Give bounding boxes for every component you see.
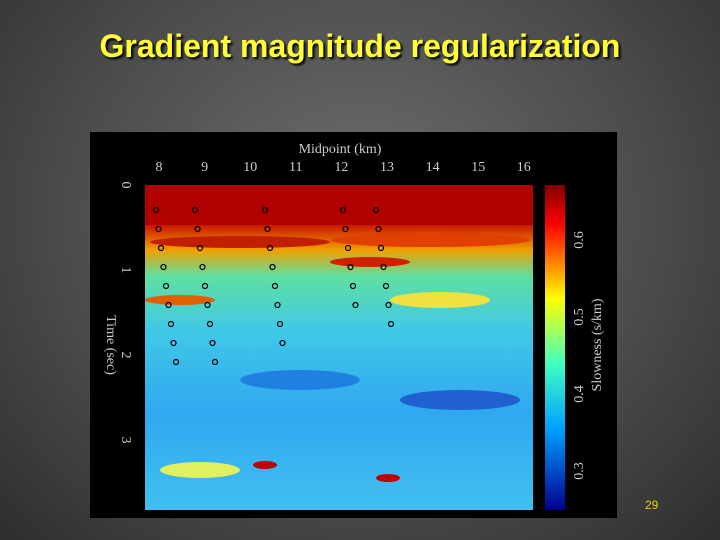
marker — [160, 263, 167, 271]
marker — [377, 244, 385, 252]
marker — [201, 282, 209, 290]
colorbar-label: Slowness (s/km) — [590, 298, 605, 391]
x-tick-label: 11 — [289, 160, 302, 175]
heatmap — [145, 185, 533, 510]
x-tick-label: 10 — [243, 160, 257, 175]
y-tick-label: 3 — [118, 437, 133, 444]
marker — [274, 301, 281, 309]
x-tick-label: 9 — [201, 160, 208, 175]
marker — [172, 358, 180, 366]
x-tick-label: 12 — [334, 160, 348, 175]
y-axis-label: Time (sec) — [103, 315, 118, 375]
marker — [271, 282, 279, 290]
marker — [165, 301, 172, 309]
marker — [279, 339, 286, 347]
colorbar-tick-label: 0.5 — [572, 308, 587, 326]
marker — [194, 225, 201, 233]
page-number: 29 — [645, 498, 659, 512]
marker — [266, 244, 274, 252]
marker — [382, 282, 390, 290]
colorbar-tick-label: 0.4 — [572, 385, 587, 403]
marker — [167, 320, 175, 328]
marker — [372, 206, 380, 214]
x-tick-label: 16 — [517, 160, 531, 175]
marker — [385, 301, 392, 309]
y-tick-label: 0 — [118, 182, 133, 189]
marker — [206, 320, 214, 328]
marker — [199, 263, 206, 271]
marker — [196, 244, 204, 252]
marker — [261, 206, 269, 214]
marker — [157, 244, 165, 252]
marker — [211, 358, 219, 366]
colorbar — [545, 185, 565, 510]
marker — [162, 282, 170, 290]
marker — [375, 225, 382, 233]
marker — [191, 206, 199, 214]
marker — [209, 339, 216, 347]
marker — [387, 320, 395, 328]
x-axis-label: Midpoint (km) — [299, 142, 382, 157]
marker — [339, 206, 347, 214]
x-tick-label: 14 — [426, 160, 440, 175]
marker — [155, 225, 162, 233]
x-tick-label: 8 — [156, 160, 163, 175]
colorbar-tick-label: 0.3 — [572, 462, 587, 480]
marker — [342, 225, 349, 233]
marker — [276, 320, 284, 328]
x-tick-label: 15 — [471, 160, 485, 175]
marker — [347, 263, 354, 271]
y-tick-label: 1 — [118, 267, 133, 274]
marker — [380, 263, 387, 271]
x-tick-label: 13 — [380, 160, 394, 175]
marker — [269, 263, 276, 271]
slide-title: Gradient magnitude regularization — [99, 28, 621, 64]
marker — [170, 339, 177, 347]
marker — [344, 244, 352, 252]
marker — [152, 206, 160, 214]
marker — [349, 282, 357, 290]
y-tick-label: 2 — [118, 352, 133, 359]
marker — [352, 301, 359, 309]
marker — [264, 225, 271, 233]
marker — [204, 301, 211, 309]
colorbar-tick-label: 0.6 — [572, 231, 587, 249]
